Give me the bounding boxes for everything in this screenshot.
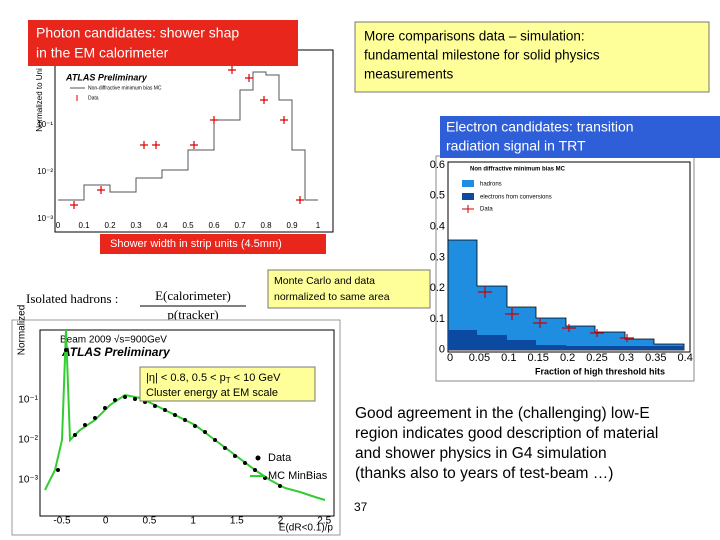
y-tick-label: 0.4 (430, 221, 445, 233)
x-tick-label: 0.3 (619, 352, 634, 364)
legend-entry: Data (88, 95, 99, 101)
x-tick-label: 0.4 (678, 352, 693, 364)
body-text: and shower physics in G4 simulation (355, 445, 607, 462)
ep-plot: Isolated hadrons : E(calorimeter) p(trac… (11, 288, 341, 536)
x-tick-label: 2.5 (317, 516, 331, 527)
body-text: Good agreement in the (challenging) low-… (355, 405, 650, 422)
cut-box: |η| < 0.8, 0.5 < pT < 10 GeV Cluster ene… (139, 366, 316, 402)
legend-entry: Data (268, 452, 292, 464)
x-tick-label: 0.25 (586, 352, 607, 364)
x-tick-label: 0.9 (286, 221, 298, 230)
shower-plot: ATLAS Preliminary Non-diffractive minimu… (35, 49, 334, 233)
box-text: fundamental milestone for solid physics (364, 48, 600, 63)
x-tick-label: 0.1 (78, 221, 90, 230)
x-tick-label: 1 (316, 221, 321, 230)
box-text: radiation signal in TRT (446, 138, 586, 154)
box-text: Monte Carlo and data (274, 275, 375, 287)
beam-label: Beam 2009 √s=900GeV (60, 334, 167, 346)
y-tick-label: 0.1 (430, 313, 445, 325)
y-tick-label: 10⁻¹ (18, 395, 38, 406)
x-tick-label: 0.2 (104, 221, 116, 230)
x-tick-label: 0.35 (645, 352, 666, 364)
box-text: normalized to same area (274, 291, 390, 303)
y-tick-label: 0.3 (430, 251, 445, 263)
x-tick-label: 0.2 (560, 352, 575, 364)
y-tick-label: 10⁻³ (37, 214, 53, 223)
x-tick-label: 1.5 (230, 516, 244, 527)
y-tick-label: 10⁻² (18, 435, 38, 446)
legend-entry: Data (480, 207, 493, 213)
legend-entry: electrons from conversions (480, 195, 552, 201)
x-tick-label: 0.5 (142, 516, 156, 527)
photon-box: Photon candidates: shower shap in the EM… (28, 20, 298, 66)
y-tick-label: 0.2 (430, 282, 445, 294)
x-tick-label: 0 (447, 352, 453, 364)
trt-plot: Non diffractive minimum bias MC hadrons … (430, 155, 695, 382)
x-tick-label: 0 (103, 516, 109, 527)
box-text: Electron candidates: transition (446, 119, 634, 135)
x-tick-label: 0.8 (260, 221, 272, 230)
y-tick-label: 0.6 (430, 159, 445, 171)
y-tick-label: 10⁻² (37, 167, 53, 176)
box-text: More comparisons data – simulation: (364, 29, 585, 44)
x-tick-label: 0.05 (469, 352, 490, 364)
x-tick-label: 0.15 (527, 352, 548, 364)
y-tick-label: 0.5 (430, 190, 445, 202)
x-tick-label: 1 (190, 516, 196, 527)
formula-label: Isolated hadrons : (26, 291, 118, 306)
y-tick-label: 10⁻¹ (37, 120, 53, 129)
comparison-box: More comparisons data – simulation: fund… (354, 21, 710, 93)
x-tick-label: 0.4 (156, 221, 168, 230)
shower-label-box: Shower width in strip units (4.5mm) (100, 234, 326, 254)
x-tick-label: 0.5 (182, 221, 194, 230)
y-tick-label: 10⁻³ (18, 475, 38, 486)
box-text: Photon candidates: shower shap (36, 25, 239, 41)
x-tick-label: 2 (278, 516, 284, 527)
legend-entry: MC MinBias (268, 470, 328, 482)
box-text: measurements (364, 67, 454, 82)
x-axis-label: E(dR<0.1)/p (279, 523, 334, 534)
x-tick-label: 0.1 (501, 352, 516, 364)
formula-denominator: p(tracker) (167, 307, 218, 322)
page-number: 37 (354, 500, 368, 514)
legend-entry: Non diffractive minimum bias MC (470, 167, 566, 173)
x-tick-label: 0 (56, 221, 61, 230)
agreement-text: Good agreement in the (challenging) low-… (355, 405, 658, 482)
y-axis-label: Normalized (17, 305, 28, 356)
box-text: in the EM calorimeter (36, 45, 169, 61)
x-axis-label: Fraction of high threshold hits (535, 366, 665, 376)
electron-box: Electron candidates: transition radiatio… (440, 116, 720, 158)
y-tick-label: 0 (439, 344, 445, 356)
atlas-label: ATLAS Preliminary (65, 72, 148, 82)
legend-entry: Non-diffractive minimum bias MC (88, 85, 162, 91)
box-text: |η| < 0.8, 0.5 < pT < 10 GeV (146, 372, 281, 385)
mc-box: Monte Carlo and data normalized to same … (267, 269, 431, 309)
formula-numerator: E(calorimeter) (155, 288, 231, 303)
x-tick-label: 0.6 (208, 221, 220, 230)
legend-entry: hadrons (480, 182, 502, 188)
body-text: (thanks also to years of test-beam …) (355, 465, 613, 482)
y-axis-label: Normalized to Uni (35, 68, 44, 132)
box-text: Shower width in strip units (4.5mm) (110, 238, 282, 250)
box-text: Cluster energy at EM scale (146, 387, 278, 399)
x-tick-label: -0.5 (53, 516, 71, 527)
x-tick-label: 0.3 (130, 221, 142, 230)
atlas-label: ATLAS Preliminary (61, 345, 171, 359)
x-tick-label: 0.7 (234, 221, 246, 230)
body-text: region indicates good description of mat… (355, 425, 658, 442)
